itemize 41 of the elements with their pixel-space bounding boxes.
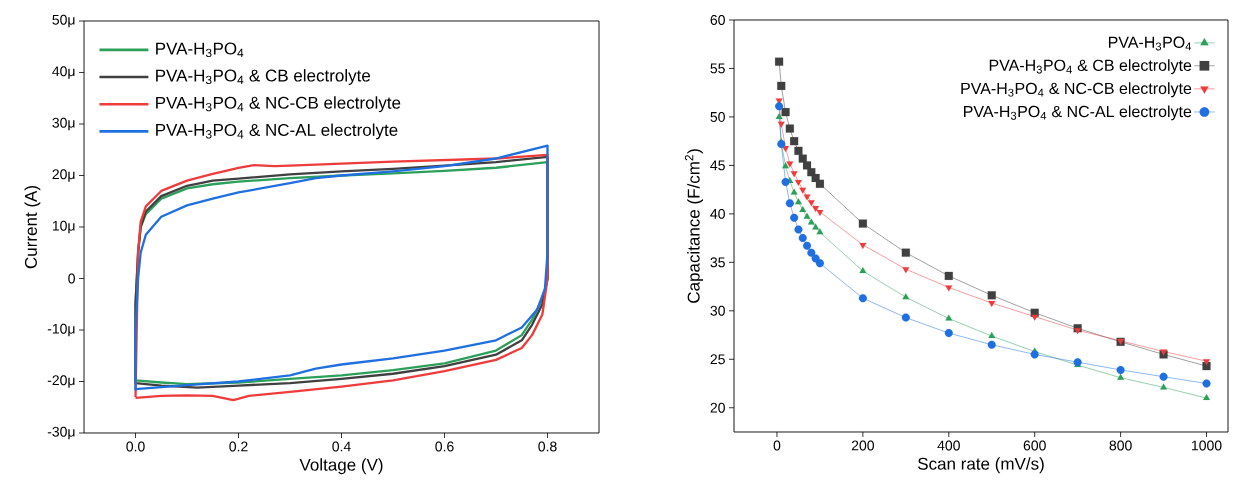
y-tick-label: 20μ bbox=[52, 169, 75, 182]
x-tick-label: 800 bbox=[1109, 440, 1132, 451]
x-tick-label: 0.8 bbox=[538, 441, 557, 452]
x-axis-title: Scan rate (mV/s) bbox=[918, 457, 1044, 474]
y-tick-label: 30μ bbox=[52, 117, 75, 131]
y-tick-label: 40 bbox=[710, 208, 725, 219]
x-tick-label: 0.0 bbox=[126, 441, 145, 452]
x-tick-label: 0.6 bbox=[435, 441, 454, 452]
legend-label: PVA-H$_{3}$PO$_{4}$ bbox=[1108, 36, 1192, 51]
y-tick-label: 10μ bbox=[52, 220, 75, 234]
y-tick-label: -10μ bbox=[47, 323, 75, 337]
y-tick-label: 50μ bbox=[52, 14, 75, 28]
legend-label: PVA-H$_{3}$PO$_{4}$ & NC-CB electrolyte bbox=[156, 96, 401, 113]
y-tick-label: -30μ bbox=[47, 426, 75, 440]
x-tick-label: 0.2 bbox=[229, 441, 248, 452]
x-tick-label: 1000 bbox=[1192, 440, 1222, 451]
x-axis-title: Voltage (V) bbox=[299, 458, 383, 475]
legend-label: PVA-H$_{3}$PO$_{4}$ bbox=[156, 42, 244, 58]
y-tick-label: -20μ bbox=[47, 375, 75, 388]
y-axis-title: Current (A) bbox=[24, 186, 41, 269]
legend-label: PVA-H$_{3}$PO$_{4}$ & NC-CB electrolyte bbox=[961, 82, 1192, 98]
y-tick-label: 55 bbox=[710, 63, 725, 74]
y-tick-label: 20 bbox=[710, 402, 725, 413]
x-tick-label: 200 bbox=[851, 440, 875, 451]
legend-label: PVA-H$_{3}$PO$_{4}$ & NC-AL electrolyte bbox=[156, 123, 398, 140]
y-tick-label: 35 bbox=[710, 257, 725, 268]
y-tick-label: 0 bbox=[68, 273, 75, 284]
x-tick-label: 600 bbox=[1023, 440, 1046, 451]
legend-label: PVA-H$_{3}$PO$_{4}$ & NC-AL electrolyte bbox=[964, 105, 1192, 121]
y-tick-label: 60 bbox=[710, 15, 725, 25]
y-axis-title: Capacitance (F/cm$^{2}$) bbox=[684, 149, 704, 303]
x-tick-label: 0 bbox=[773, 440, 781, 451]
y-tick-label: 45 bbox=[710, 160, 725, 171]
y-tick-label: 40μ bbox=[52, 66, 75, 79]
legend-label: PVA-H$_{3}$PO$_{4}$ & CB electrolyte bbox=[156, 69, 371, 85]
x-tick-label: 400 bbox=[937, 440, 960, 451]
legend-label: PVA-H$_{3}$PO$_{4}$ & CB electrolyte bbox=[989, 59, 1192, 75]
y-tick-label: 25 bbox=[710, 354, 725, 365]
x-tick-label: 0.4 bbox=[332, 441, 351, 452]
y-tick-label: 50 bbox=[710, 111, 725, 122]
y-tick-label: 30 bbox=[710, 305, 725, 316]
